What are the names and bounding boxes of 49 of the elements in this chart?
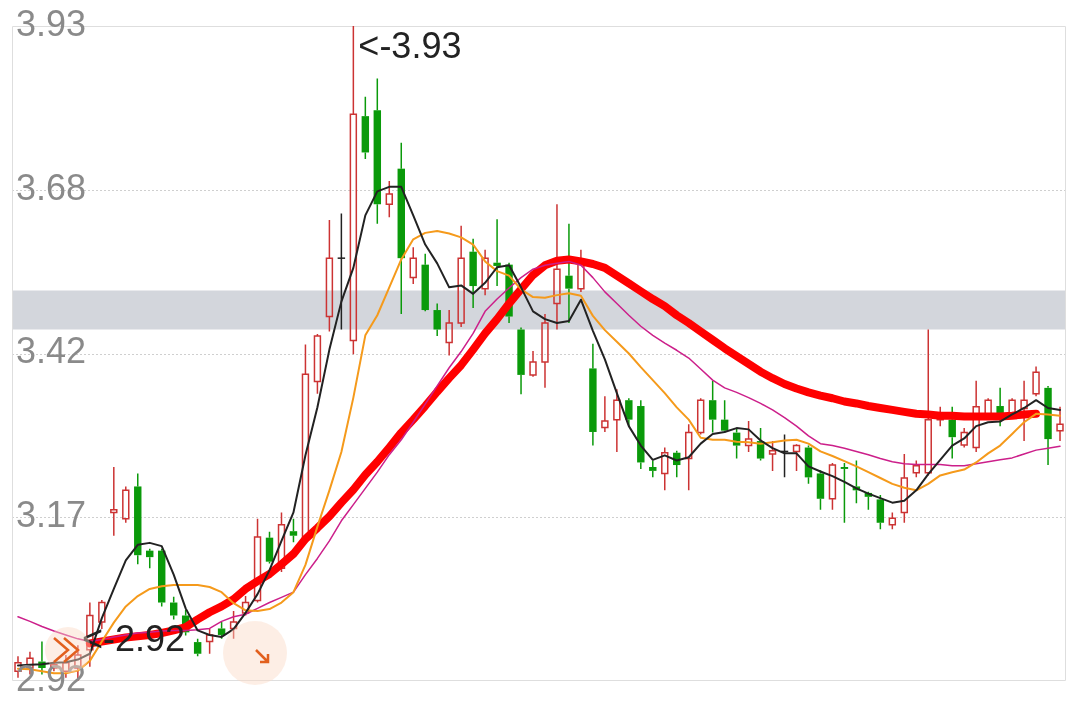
annotation: <-3.93 bbox=[358, 24, 462, 66]
candlestick bbox=[565, 223, 573, 324]
candlestick bbox=[469, 237, 477, 309]
candlestick bbox=[385, 180, 393, 219]
candlestick bbox=[409, 246, 417, 285]
candlestick bbox=[613, 388, 621, 453]
candlestick bbox=[900, 453, 909, 524]
candlestick bbox=[637, 399, 645, 470]
candlestick bbox=[205, 627, 214, 655]
candlestick bbox=[649, 459, 657, 479]
candlestick bbox=[768, 440, 777, 472]
candlestick bbox=[708, 379, 717, 434]
candlestick bbox=[685, 423, 693, 492]
candlestick bbox=[1056, 405, 1064, 442]
candlestick bbox=[960, 427, 968, 449]
y-tick-label: 3.68 bbox=[16, 166, 87, 208]
candlestick bbox=[541, 313, 549, 389]
candlestick bbox=[1044, 385, 1052, 466]
candlestick bbox=[373, 77, 382, 225]
candlestick bbox=[110, 466, 118, 537]
candlestick bbox=[361, 95, 370, 160]
candlestick bbox=[589, 343, 597, 447]
candlestick bbox=[744, 420, 753, 453]
candlestick bbox=[661, 446, 669, 492]
candlestick bbox=[349, 25, 358, 355]
candlestick bbox=[337, 212, 346, 331]
candlestick bbox=[529, 350, 537, 378]
candlestick bbox=[134, 472, 142, 566]
candlestick bbox=[792, 444, 801, 472]
candlestick bbox=[553, 203, 561, 331]
candlestick bbox=[924, 328, 932, 477]
candlestick bbox=[325, 219, 334, 333]
candlestick bbox=[421, 252, 429, 311]
candlestick bbox=[840, 462, 849, 524]
candlestick bbox=[445, 309, 453, 357]
candlestick bbox=[289, 518, 298, 543]
candlestick bbox=[433, 302, 441, 337]
candlestick bbox=[517, 326, 525, 396]
candlestick bbox=[601, 395, 609, 433]
candlestick bbox=[1032, 365, 1040, 398]
y-tick-label: 3.42 bbox=[16, 330, 87, 372]
y-tick-label: 3.17 bbox=[16, 494, 87, 536]
candlestick bbox=[457, 224, 465, 328]
y-tick-label: 3.93 bbox=[16, 2, 87, 44]
candlestick bbox=[493, 218, 501, 287]
candlestick bbox=[481, 248, 489, 296]
candlestick bbox=[122, 485, 130, 524]
candlestick bbox=[972, 379, 980, 453]
candlestick bbox=[253, 518, 262, 604]
